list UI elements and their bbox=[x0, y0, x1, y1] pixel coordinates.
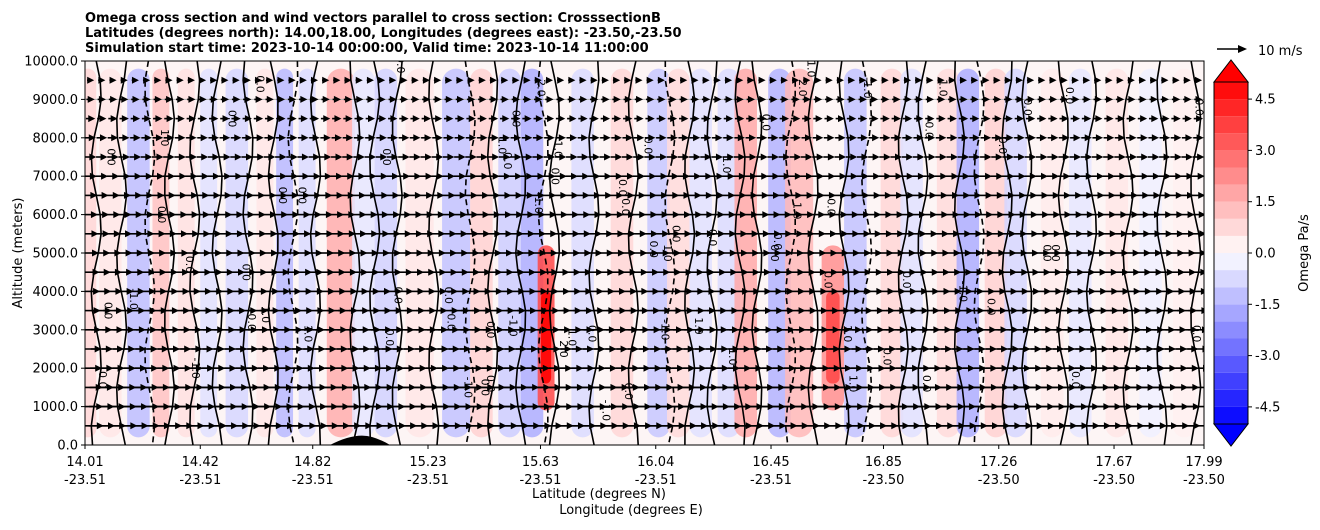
contour-label: 1.0 bbox=[726, 348, 739, 366]
contour-label: 0.0 bbox=[642, 137, 655, 155]
contour-label: 0.0 bbox=[383, 329, 396, 347]
contour-label: 0.0 bbox=[484, 375, 497, 393]
contour-label: -1.0 bbox=[599, 400, 612, 421]
contour-label: -1.0 bbox=[507, 315, 520, 336]
contour-label: 0.0 bbox=[501, 152, 514, 170]
contour-label: 1.0 bbox=[805, 60, 818, 78]
contour-label: 1.0 bbox=[841, 325, 854, 343]
title-line-2: Latitudes (degrees north): 14.00,18.00, … bbox=[85, 26, 682, 41]
contour-label: 1.0 bbox=[720, 156, 733, 174]
contour-label: 1.0 bbox=[259, 306, 272, 324]
contour-label: 0.0 bbox=[1021, 98, 1034, 116]
plot-area: 0.00.01.00.00.0-1.00.00.0-1.00.00.00.01.… bbox=[77, 56, 1211, 445]
contour-label: 0.0 bbox=[394, 56, 407, 74]
contour-label: 0.0 bbox=[920, 375, 933, 393]
title-line-1: Omega cross section and wind vectors par… bbox=[85, 11, 661, 26]
chart-title: Omega cross section and wind vectors par… bbox=[85, 11, 682, 56]
contour-label: 0.0 bbox=[391, 286, 404, 304]
title-line-3: Simulation start time: 2023-10-14 00:00:… bbox=[85, 41, 649, 56]
